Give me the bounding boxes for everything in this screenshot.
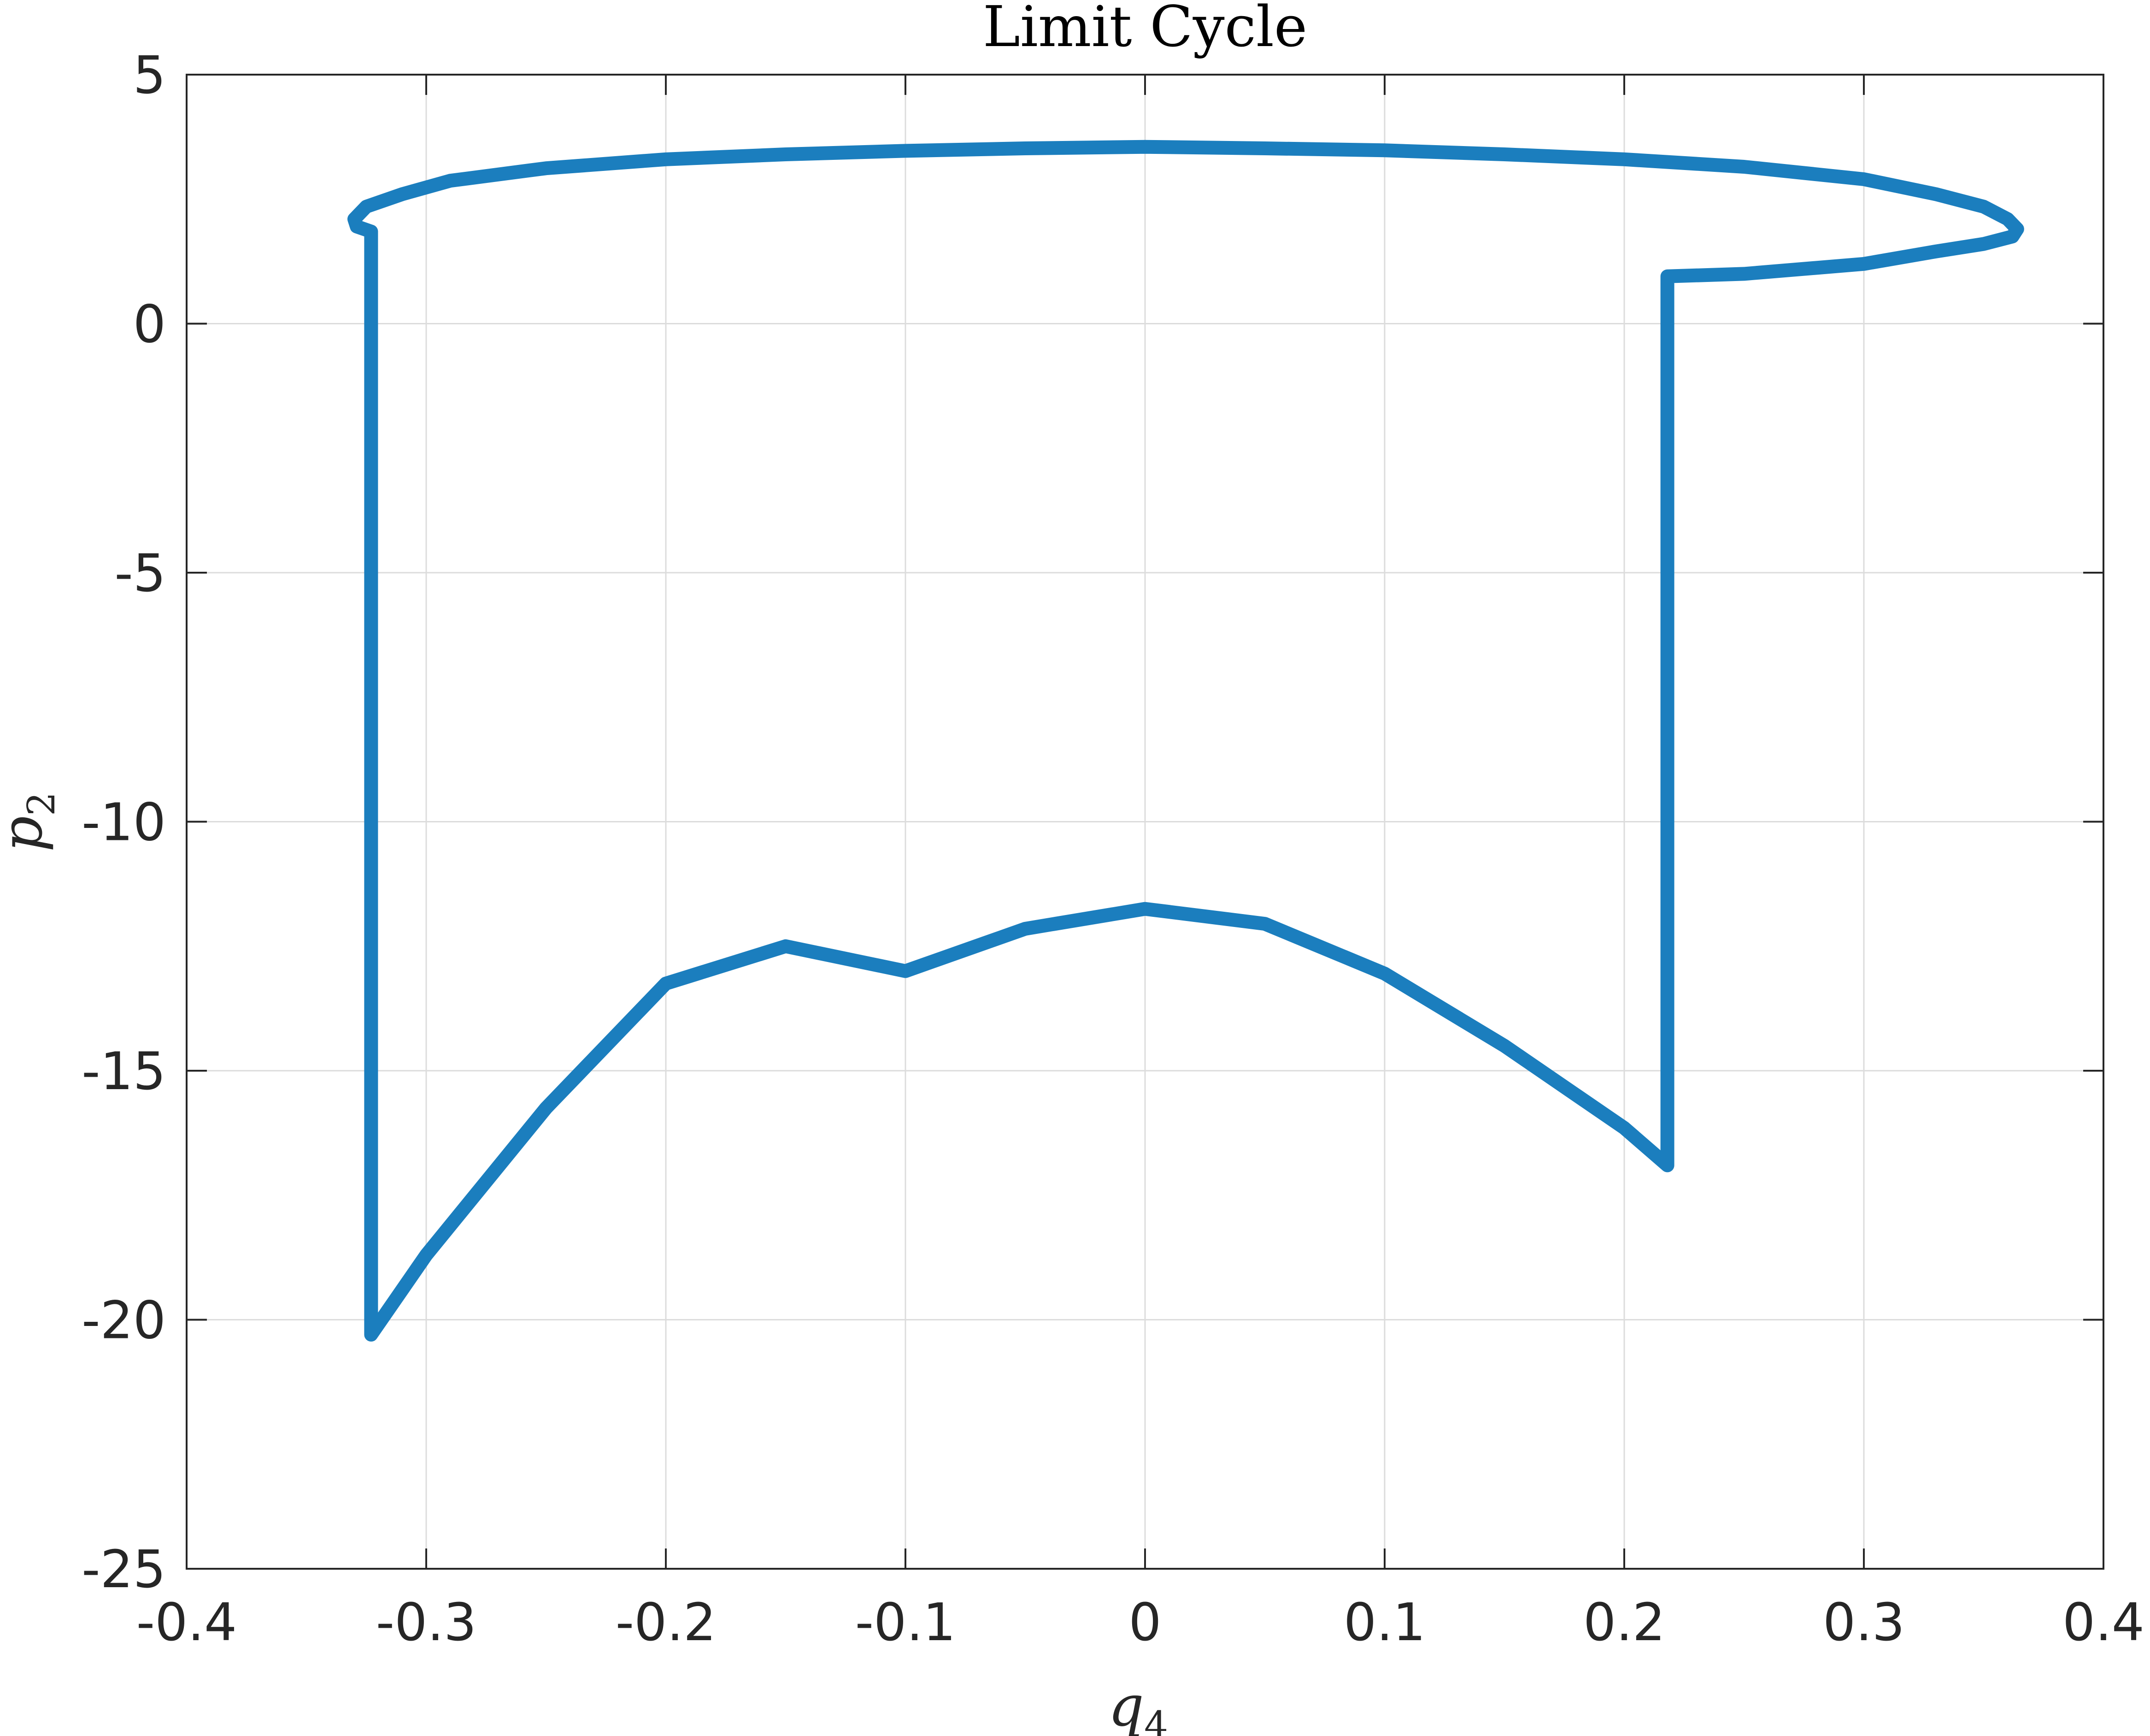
- x-tick-label: 0.4: [2062, 1593, 2144, 1653]
- y-axis-label: p2: [0, 792, 64, 852]
- x-tick-label: -0.3: [376, 1593, 477, 1653]
- x-tick-label: -0.2: [616, 1593, 717, 1653]
- x-tick-label: 0: [1128, 1593, 1161, 1653]
- y-tick-label: -15: [82, 1042, 166, 1102]
- y-tick-label: -10: [82, 793, 166, 853]
- y-axis-label-subscript: 2: [20, 792, 64, 816]
- data-line-layer: [347, 140, 2024, 1342]
- y-tick-labels: 5 0 -5 -10 -15 -20 -25: [82, 46, 166, 1600]
- axis-ticks: [186, 74, 2104, 1570]
- x-tick-labels: -0.4 -0.3 -0.2 -0.1 0 0.1 0.2 0.3 0.4: [136, 1593, 2144, 1653]
- chart-title: Limit Cycle: [983, 0, 1307, 59]
- y-tick-label: -20: [82, 1291, 166, 1351]
- x-axis-label-main: q: [1108, 1673, 1144, 1736]
- x-axis-label: q4: [1108, 1673, 1168, 1736]
- y-tick-label: -25: [82, 1540, 166, 1600]
- x-tick-label: -0.1: [855, 1593, 956, 1653]
- y-axis-label-main: p: [0, 816, 55, 852]
- x-tick-label: 0.3: [1823, 1593, 1905, 1653]
- y-tick-label: 0: [133, 295, 166, 355]
- x-tick-label: 0.1: [1344, 1593, 1426, 1653]
- y-tick-label: 5: [133, 46, 166, 106]
- x-tick-label: 0.2: [1583, 1593, 1665, 1653]
- x-axis-label-subscript: 4: [1144, 1704, 1168, 1736]
- y-tick-label: -5: [114, 544, 166, 604]
- x-tick-label: -0.4: [136, 1593, 237, 1653]
- series-line: [347, 140, 2024, 1342]
